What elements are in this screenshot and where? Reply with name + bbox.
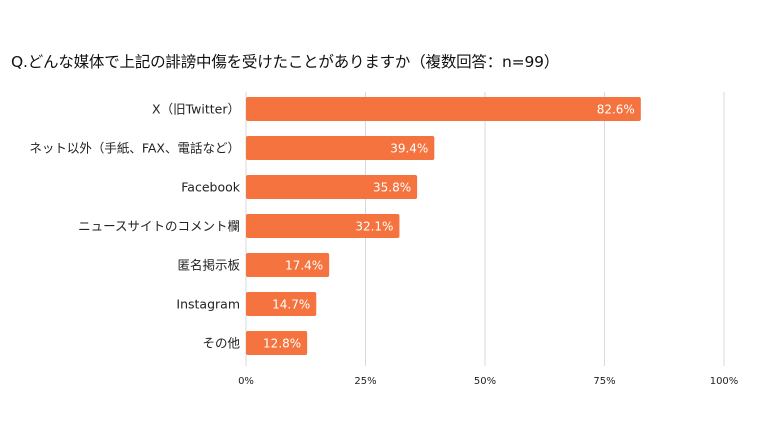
category-label: ネット以外（手紙、FAX、電話など） <box>29 141 240 156</box>
data-label: 32.1% <box>355 220 393 234</box>
data-label: 12.8% <box>263 337 301 351</box>
data-label: 17.4% <box>285 259 323 273</box>
x-tick-label: 0% <box>238 376 254 387</box>
bar <box>246 292 317 316</box>
bar <box>246 97 641 121</box>
x-tick-label: 50% <box>474 376 496 387</box>
data-label: 39.4% <box>390 142 428 156</box>
data-label: 14.7% <box>272 298 310 312</box>
category-label: ニュースサイトのコメント欄 <box>78 219 240 234</box>
category-label: その他 <box>202 336 240 351</box>
bar <box>246 175 418 199</box>
bar <box>246 136 435 160</box>
labels: 0% 25% 50% 75% 100% X（旧Twitter） 82.6% ネット以外（手紙、… <box>29 102 738 388</box>
category-label: Facebook <box>181 180 240 195</box>
bar <box>246 331 308 355</box>
x-tick-label: 100% <box>710 376 739 387</box>
data-label: 35.8% <box>373 181 411 195</box>
category-label: 匿名掲示板 <box>177 258 240 273</box>
category-label: X（旧Twitter） <box>152 102 240 117</box>
x-tick-label: 25% <box>354 376 376 387</box>
bar <box>246 214 400 238</box>
data-label: 82.6% <box>597 103 635 117</box>
bars <box>246 97 641 355</box>
chart-title: Q.どんな媒体で上記の誹謗中傷を受けたことがありますか（複数回答：n=99） <box>11 53 560 71</box>
bar <box>246 253 330 277</box>
x-tick-label: 75% <box>593 376 615 387</box>
category-label: Instagram <box>176 297 240 312</box>
